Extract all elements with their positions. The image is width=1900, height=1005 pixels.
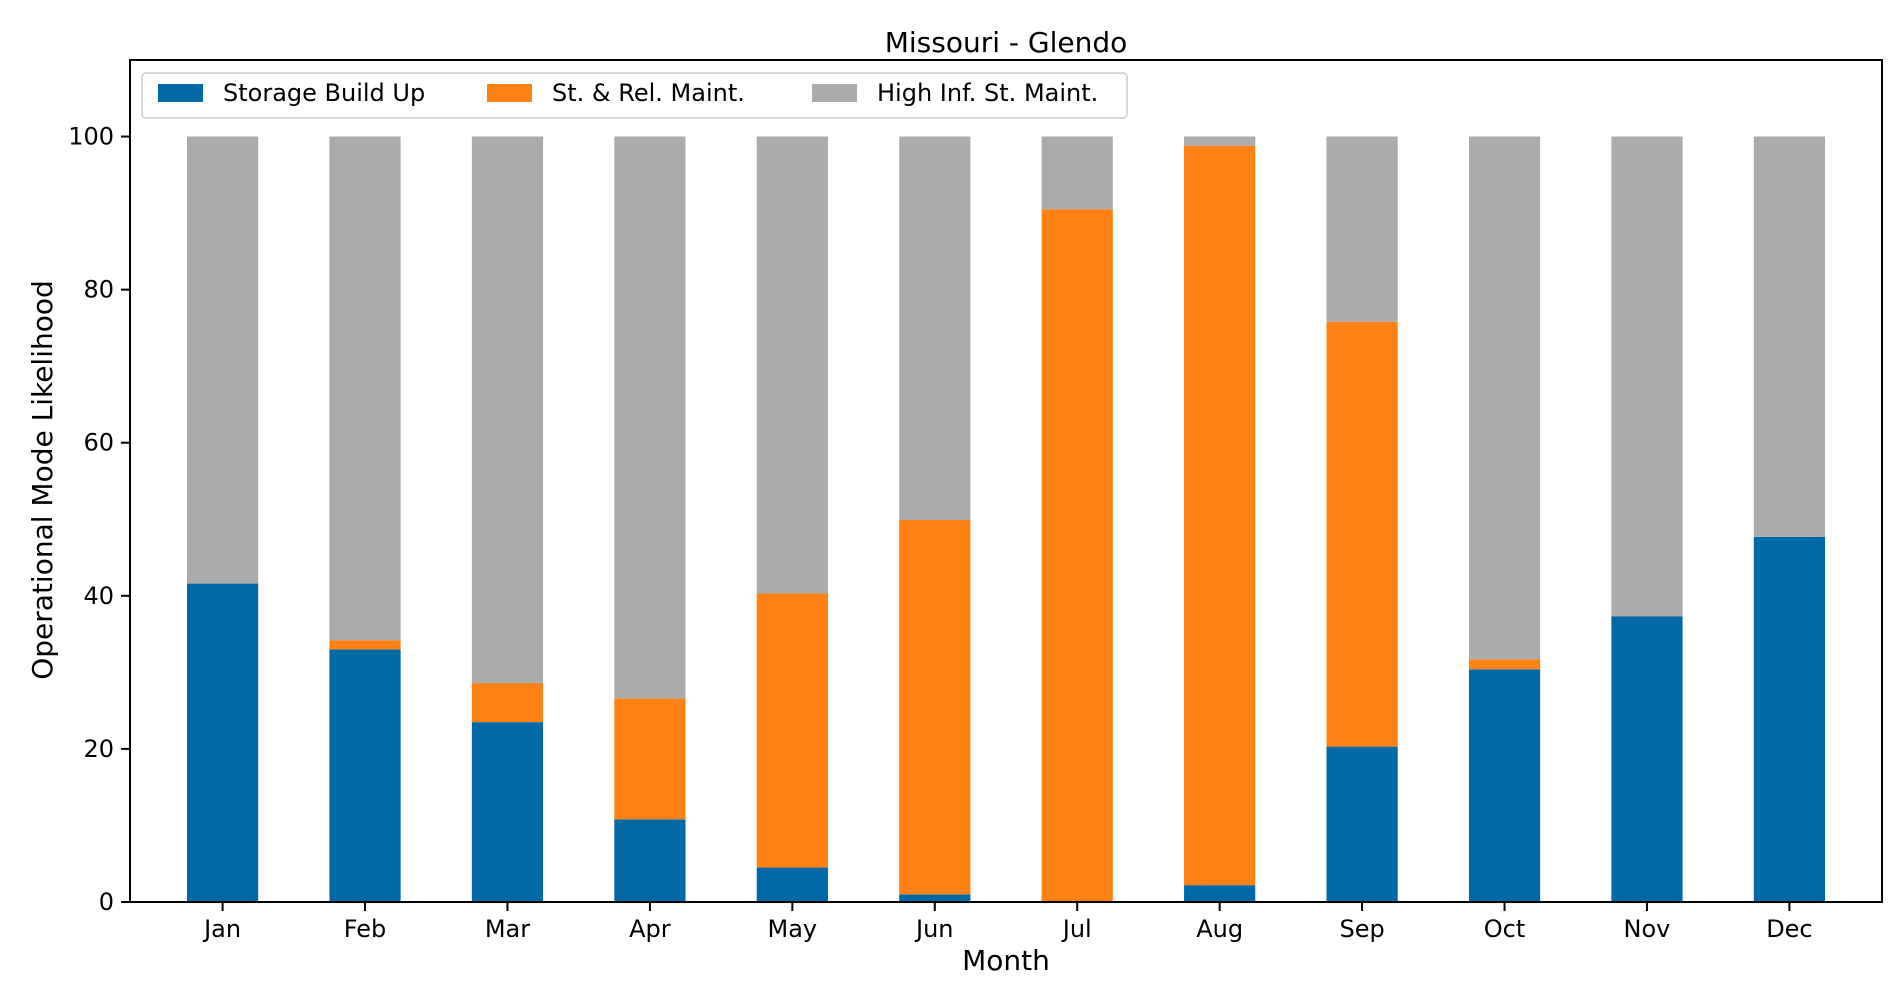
bar-mar-series-3 — [471, 136, 544, 684]
legend-swatch — [812, 84, 857, 102]
bar-feb-series-2 — [329, 640, 401, 650]
bar-may-series-2 — [756, 593, 828, 868]
x-tick-label: Sep — [1339, 915, 1384, 943]
y-tick-label: 40 — [83, 582, 114, 610]
x-axis-label: Month — [962, 944, 1050, 977]
legend-label: St. & Rel. Maint. — [552, 79, 745, 107]
y-tick-label: 80 — [83, 276, 114, 304]
bar-jan-series-3 — [186, 136, 259, 584]
x-tick-label: Feb — [344, 915, 387, 943]
bar-may-series-1 — [756, 867, 828, 902]
bar-sep-series-1 — [1326, 746, 1398, 902]
bar-aug-series-2 — [1184, 145, 1256, 886]
bar-feb-series-3 — [329, 136, 401, 641]
bar-jun-series-1 — [899, 894, 971, 902]
legend-label: High Inf. St. Maint. — [877, 79, 1098, 107]
x-tick-label: Nov — [1624, 915, 1671, 943]
x-tick-label: Dec — [1766, 915, 1812, 943]
bar-sep-series-2 — [1326, 321, 1398, 747]
bar-mar-series-1 — [471, 722, 544, 902]
bar-oct-series-2 — [1468, 659, 1541, 670]
bar-sep-series-3 — [1326, 136, 1398, 322]
legend-swatch — [487, 84, 532, 102]
plot-frame — [129, 59, 1883, 903]
bar-jun-series-3 — [899, 136, 971, 521]
x-tick-label: May — [768, 915, 818, 943]
bar-apr-series-3 — [614, 136, 686, 699]
bar-oct-series-3 — [1468, 136, 1541, 660]
bar-aug-series-1 — [1184, 885, 1256, 902]
y-tick-label: 100 — [68, 123, 114, 151]
bar-nov-series-3 — [1611, 136, 1683, 617]
bar-nov-series-1 — [1611, 616, 1683, 902]
bar-apr-series-2 — [614, 698, 686, 820]
x-tick-label: Mar — [485, 915, 530, 943]
bar-jan-series-1 — [186, 583, 259, 902]
x-tick-label: Apr — [629, 915, 671, 943]
y-tick-label: 0 — [99, 888, 114, 916]
bar-apr-series-1 — [614, 819, 686, 902]
x-tick-label: Aug — [1196, 915, 1243, 943]
axes-layer: 0 20 40 60 80 100 Jan Feb Mar Apr May Jun Jul Aug Sep O… — [68, 59, 1883, 943]
chart-title: Missouri - Glendo — [885, 26, 1128, 59]
y-axis-label: Operational Mode Likelihood — [26, 280, 59, 680]
bars-layer — [186, 136, 1826, 902]
legend: Storage Build Up St. & Rel. Maint. High In… — [141, 72, 1128, 119]
bar-oct-series-1 — [1468, 669, 1541, 902]
legend-label: Storage Build Up — [223, 79, 425, 107]
x-tick-label: Jan — [202, 915, 241, 943]
bar-aug-series-3 — [1184, 136, 1256, 146]
legend-swatch — [158, 84, 203, 102]
bar-feb-series-1 — [329, 649, 401, 902]
y-tick-label: 60 — [83, 429, 114, 457]
bar-dec-series-1 — [1753, 536, 1826, 902]
x-tick-label: Jun — [914, 915, 954, 943]
bar-jul-series-3 — [1041, 136, 1113, 210]
bar-dec-series-3 — [1753, 136, 1826, 537]
bar-may-series-3 — [756, 136, 828, 594]
bar-mar-series-2 — [471, 683, 544, 723]
y-tick-label: 20 — [83, 735, 114, 763]
x-tick-label: Oct — [1484, 915, 1526, 943]
x-tick-label: Jul — [1061, 915, 1092, 943]
bar-jul-series-2 — [1041, 209, 1113, 902]
legend-frame — [141, 72, 1128, 119]
bar-jun-series-2 — [899, 520, 971, 895]
